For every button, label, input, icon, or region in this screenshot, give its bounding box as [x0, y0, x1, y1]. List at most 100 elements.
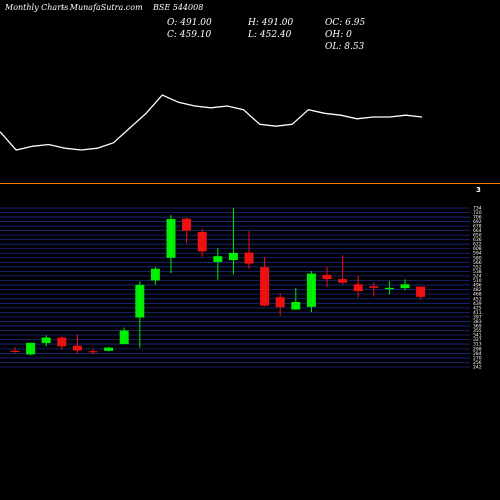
y-tick-label: 453	[473, 296, 482, 302]
candle-body	[57, 337, 67, 347]
candle-body	[135, 284, 145, 318]
symbol-label: BSE 544008	[153, 3, 204, 12]
candle-body	[416, 286, 426, 297]
y-tick-label: 327	[473, 337, 482, 343]
candle	[260, 257, 270, 307]
y-tick-label: 411	[473, 310, 482, 316]
overlay-line	[0, 94, 423, 151]
y-tick-label: 468	[473, 291, 482, 297]
y-tick-label: 369	[473, 323, 482, 329]
candle-body	[26, 342, 36, 355]
y-tick-label: 341	[473, 333, 482, 339]
y-tick-label: 552	[473, 264, 482, 270]
low-value: L: 452.40	[248, 30, 292, 40]
candle	[244, 230, 254, 269]
y-tick-label: 298	[473, 346, 482, 352]
y-tick-label: 678	[473, 224, 482, 230]
candle	[197, 228, 207, 257]
candle-body	[41, 337, 51, 344]
candle-body	[260, 267, 270, 306]
candle-body	[72, 345, 82, 351]
candlesticks	[10, 208, 426, 356]
candle	[353, 275, 363, 298]
candle-body	[150, 268, 160, 281]
y-tick-label: 270	[473, 355, 482, 361]
y-tick-label: 608	[473, 246, 482, 252]
y-tick-label: 720	[473, 210, 482, 216]
y-tick-label: 664	[473, 228, 482, 234]
candle-body	[291, 302, 301, 310]
candle	[291, 288, 301, 311]
y-tick-label: 482	[473, 287, 482, 293]
candle	[26, 342, 36, 356]
y-tick-label: 692	[473, 219, 482, 225]
y-axis-tick-labels: 2422562702842983133273413553693833974114…	[473, 206, 482, 371]
candle-body	[306, 273, 316, 307]
candle	[135, 281, 145, 348]
y-tick-label: 355	[473, 328, 482, 334]
candle-body	[275, 297, 285, 308]
candle	[57, 335, 67, 350]
candle-body	[88, 351, 98, 353]
candle-body	[384, 287, 394, 290]
y-tick-label: 496	[473, 282, 482, 288]
candle	[338, 255, 348, 285]
candle	[166, 215, 176, 274]
y-tick-label: 242	[473, 365, 482, 371]
candle	[182, 218, 192, 244]
candle	[88, 348, 98, 355]
candle-body	[322, 274, 332, 280]
y-tick-label: 622	[473, 242, 482, 248]
divider-marker: 3	[476, 186, 481, 194]
candle	[275, 293, 285, 316]
y-tick-label: 425	[473, 305, 482, 311]
candle	[369, 282, 379, 297]
candle-body	[353, 284, 363, 292]
chart-period-title: Monthly Charts	[5, 3, 69, 12]
source-site-label: MunafaSutra.com	[69, 3, 143, 12]
y-tick-label: 594	[473, 251, 482, 257]
close-value: C: 459.10	[167, 30, 212, 40]
oc-value: OC: 6.95	[325, 18, 366, 28]
y-tick-label: 397	[473, 314, 482, 320]
grid-lines	[0, 207, 470, 368]
candle	[72, 334, 82, 354]
candle-body	[369, 286, 379, 288]
ol-value: OL: 8.53	[325, 42, 365, 52]
candle	[416, 286, 426, 300]
candle-body	[213, 256, 223, 262]
candle	[10, 347, 20, 353]
y-tick-label: 383	[473, 319, 482, 325]
candle-body	[228, 252, 238, 261]
y-tick-label: 510	[473, 278, 482, 284]
y-tick-label: 650	[473, 233, 482, 239]
y-tick-label: 706	[473, 215, 482, 221]
candle	[119, 327, 129, 345]
y-tick-label: 439	[473, 301, 482, 307]
candle	[228, 208, 238, 275]
candle	[306, 271, 316, 313]
candle	[213, 248, 223, 280]
open-value: O: 491.00	[167, 18, 212, 28]
candle	[104, 346, 114, 352]
candle-body	[10, 350, 20, 353]
y-tick-label: 313	[473, 342, 482, 348]
y-tick-label: 636	[473, 237, 482, 243]
candle	[400, 279, 410, 291]
candle	[384, 281, 394, 295]
candle	[41, 335, 51, 347]
candle-body	[104, 347, 114, 351]
y-tick-label: 284	[473, 351, 482, 357]
oh-value: OH: 0	[325, 30, 352, 40]
y-tick-label: 734	[473, 206, 482, 212]
high-value: H: 491.00	[248, 18, 294, 28]
candle-body	[244, 252, 254, 264]
source-site: - MunafaSutra.com	[62, 3, 143, 12]
y-tick-label: 566	[473, 260, 482, 266]
y-tick-label: 524	[473, 273, 482, 279]
candle-body	[400, 284, 410, 289]
candle	[322, 266, 332, 287]
y-tick-label: 256	[473, 360, 482, 366]
candle	[150, 267, 160, 285]
